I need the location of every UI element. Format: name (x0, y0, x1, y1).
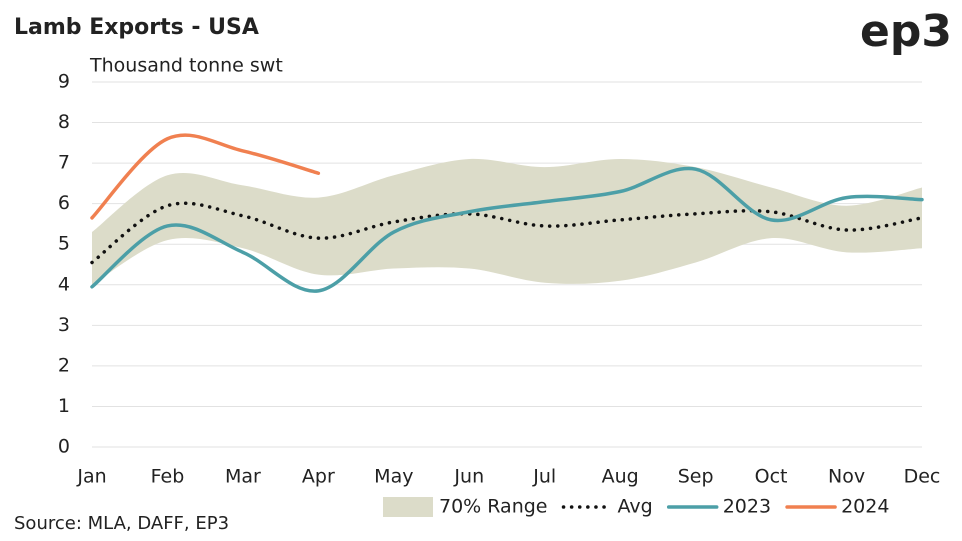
series-line (90, 133, 321, 220)
series-line (90, 201, 924, 265)
legend-label: 70% Range (439, 496, 548, 518)
x-tick-label: Sep (678, 466, 714, 488)
x-tick-label: Oct (755, 466, 788, 488)
y-tick-label: 0 (58, 436, 70, 458)
x-tick-label: Dec (904, 466, 941, 488)
y-tick-label: 8 (58, 111, 70, 133)
x-tick-label: Feb (151, 466, 185, 488)
y-tick-label: 4 (58, 273, 70, 295)
x-tick-label: Jul (532, 466, 556, 488)
y-tick-label: 3 (58, 314, 70, 336)
y-tick-label: 2 (58, 354, 70, 376)
source: Source: MLA, DAFF, EP3 (14, 513, 229, 534)
x-tick-label: Aug (602, 466, 639, 488)
x-tick-label: Mar (225, 466, 261, 488)
x-tick-label: May (374, 466, 413, 488)
legend-swatch (383, 497, 433, 517)
range-band (92, 158, 922, 285)
y-tick-label: 1 (58, 395, 70, 417)
y-tick-label: 6 (58, 192, 70, 214)
series-line (90, 166, 924, 293)
chart-title: Lamb Exports - USA (14, 15, 259, 40)
x-tick-label: Jan (76, 466, 106, 488)
x-tick-label: Apr (302, 466, 335, 488)
legend-label: 2023 (723, 496, 771, 518)
y-axis-label: Thousand tonne swt (89, 55, 283, 77)
legend-label: Avg (618, 496, 653, 518)
x-tick-label: Nov (828, 466, 865, 488)
logo: ep3 (860, 6, 952, 57)
x-tick-label: Jun (453, 466, 484, 488)
y-tick-label: 5 (58, 233, 70, 255)
y-tick-label: 7 (58, 152, 70, 174)
y-tick-label: 9 (58, 71, 70, 93)
legend-label: 2024 (841, 496, 889, 518)
